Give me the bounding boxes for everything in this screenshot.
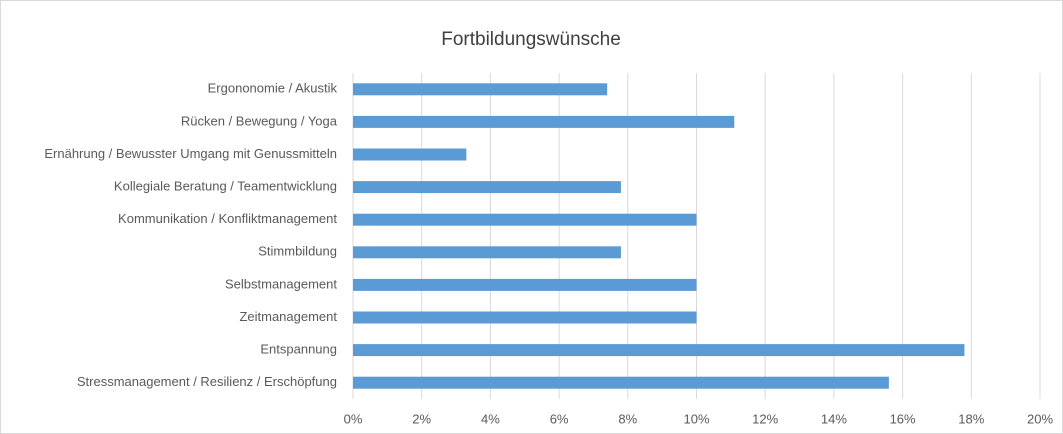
x-tick-label: 20% xyxy=(1027,411,1053,426)
y-tick-label: Zeitmanagement xyxy=(239,309,337,324)
x-tick-label: 8% xyxy=(618,411,637,426)
bar xyxy=(353,181,621,194)
bar xyxy=(353,83,608,96)
y-tick-label: Kommunikation / Konfliktmanagement xyxy=(118,211,337,226)
bar xyxy=(353,148,467,161)
x-tick-label: 16% xyxy=(890,411,916,426)
y-tick-label: Entspannung xyxy=(260,342,337,357)
bar xyxy=(353,344,965,357)
bar xyxy=(353,115,735,128)
y-tick-label: Selbstmanagement xyxy=(225,276,337,291)
bar xyxy=(353,246,621,259)
y-tick-label: Ergononomie / Akustik xyxy=(208,81,338,96)
bar xyxy=(353,376,889,389)
y-tick-label: Stressmanagement / Resilienz / Erschöpfu… xyxy=(77,374,337,389)
y-tick-label: Rücken / Bewegung / Yoga xyxy=(181,113,338,128)
y-tick-label: Kollegiale Beratung / Teamentwicklung xyxy=(114,179,337,194)
x-tick-label: 0% xyxy=(344,411,363,426)
y-tick-label: Ernährung / Bewusster Umgang mit Genussm… xyxy=(44,146,337,161)
x-tick-label: 14% xyxy=(821,411,847,426)
bar xyxy=(353,311,697,324)
chart-title: Fortbildungswünsche xyxy=(441,29,621,50)
x-tick-label: 6% xyxy=(550,411,569,426)
bar xyxy=(353,213,697,226)
y-tick-label: Stimmbildung xyxy=(258,244,337,259)
bar xyxy=(353,278,697,291)
x-tick-label: 12% xyxy=(752,411,778,426)
x-tick-label: 2% xyxy=(412,411,431,426)
x-tick-label: 4% xyxy=(481,411,500,426)
x-tick-label: 10% xyxy=(683,411,709,426)
x-tick-label: 18% xyxy=(958,411,984,426)
